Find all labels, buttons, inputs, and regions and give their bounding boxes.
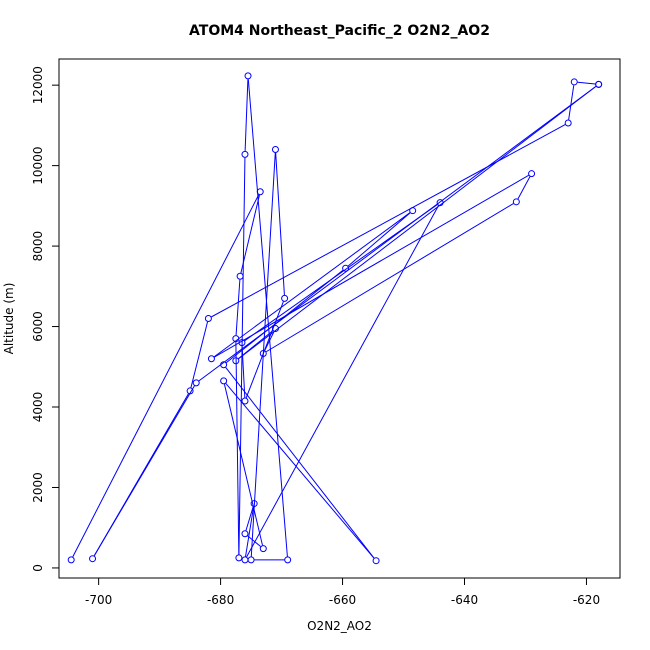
series-segment xyxy=(568,85,575,120)
series-segment xyxy=(214,174,529,358)
series-segment xyxy=(93,393,189,557)
data-point xyxy=(271,146,279,154)
data-point xyxy=(250,500,258,508)
series-segment xyxy=(247,535,261,547)
data-point xyxy=(436,199,444,207)
series-segment xyxy=(264,331,275,351)
y-tick-label: 12000 xyxy=(31,66,45,104)
data-point xyxy=(186,387,194,395)
x-tick-label: -640 xyxy=(451,593,478,607)
chart-title: ATOM4 Northeast_Pacific_2 O2N2_AO2 xyxy=(189,23,490,39)
x-tick-label: -680 xyxy=(207,593,234,607)
series-segment xyxy=(347,212,411,267)
y-tick-label: 2000 xyxy=(31,472,45,503)
x-axis: -700 -680 -660 -640 -620 xyxy=(85,577,600,607)
series-segment xyxy=(240,194,260,274)
series-segment xyxy=(198,85,597,382)
x-tick-label: -660 xyxy=(329,593,356,607)
data-point xyxy=(256,188,264,196)
data-point xyxy=(259,350,267,358)
data-point xyxy=(595,80,603,88)
data-point xyxy=(232,357,240,365)
series-segment xyxy=(246,205,439,558)
data-point xyxy=(528,170,536,178)
data-point xyxy=(564,119,572,127)
y-tick-label: 8000 xyxy=(31,231,45,262)
y-tick-label: 6000 xyxy=(31,311,45,342)
data-point xyxy=(220,361,228,369)
data-point xyxy=(259,545,267,553)
data-point xyxy=(342,264,350,272)
data-point xyxy=(192,379,200,387)
series-segment xyxy=(211,124,566,318)
series-segment xyxy=(245,506,255,557)
series-segment xyxy=(265,203,514,353)
data-point xyxy=(284,556,292,564)
y-tick-label: 4000 xyxy=(31,392,45,423)
series-segment xyxy=(275,152,285,296)
data-point xyxy=(207,355,215,363)
data-point xyxy=(241,556,249,564)
data-point xyxy=(244,72,252,80)
x-tick-label: -620 xyxy=(573,593,600,607)
data-point xyxy=(281,294,289,302)
data-point xyxy=(570,78,578,86)
series-segment xyxy=(245,506,254,531)
series-segment xyxy=(225,367,375,559)
data-point xyxy=(241,150,249,158)
y-tick-label: 0 xyxy=(31,564,45,572)
data-point xyxy=(220,377,228,385)
data-point xyxy=(241,530,249,538)
series-segment xyxy=(235,279,241,336)
data-point xyxy=(409,207,417,215)
x-tick-label: -700 xyxy=(85,593,112,607)
series-segment xyxy=(238,86,597,360)
data-point xyxy=(512,198,520,206)
series-segment xyxy=(223,384,263,546)
y-tick-label: 10000 xyxy=(31,147,45,185)
data-point xyxy=(238,339,246,347)
data-point xyxy=(236,272,244,280)
data-point xyxy=(204,315,212,322)
series-lines xyxy=(72,79,597,561)
data-point xyxy=(271,325,279,333)
series-segment xyxy=(244,79,249,151)
x-axis-label: O2N2_AO2 xyxy=(307,619,372,633)
data-point xyxy=(372,557,380,565)
series-segment xyxy=(235,342,240,555)
series-points xyxy=(67,72,603,565)
series-segment xyxy=(190,321,209,388)
data-point xyxy=(235,554,243,562)
data-point xyxy=(89,555,97,563)
series-segment xyxy=(577,81,596,85)
data-point xyxy=(232,335,240,343)
series-segment xyxy=(225,383,375,559)
data-point xyxy=(241,397,249,405)
y-axis: 0 2000 4000 6000 8000 10000 12000 xyxy=(31,66,60,572)
series-segment xyxy=(213,212,411,358)
series-segment xyxy=(517,176,531,200)
series-segment xyxy=(72,194,260,558)
series-segment xyxy=(247,79,288,557)
data-point xyxy=(67,556,75,564)
y-axis-label: Altitude (m) xyxy=(2,283,16,355)
series-segment xyxy=(241,346,246,398)
